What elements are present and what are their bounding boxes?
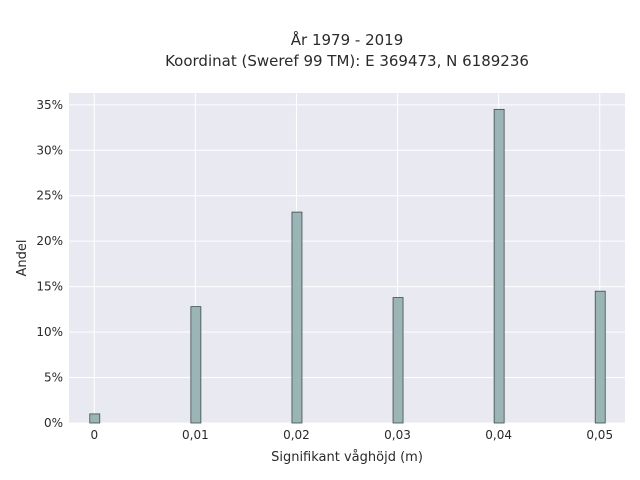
y-tick-label: 10% — [36, 325, 63, 339]
y-tick-labels: 0% 5% 10% 15% 20% 25% 30% 35% — [36, 98, 63, 430]
x-axis-title: Signifikant våghöjd (m) — [271, 450, 423, 465]
bar — [493, 108, 505, 424]
y-tick-label: 20% — [36, 234, 63, 248]
bar — [190, 306, 202, 424]
bar — [89, 413, 101, 424]
plot-area — [69, 93, 625, 423]
x-tick-label: 0,01 — [182, 428, 209, 442]
chart-title-line-2: Koordinat (Sweref 99 TM): E 369473, N 61… — [165, 52, 529, 70]
x-tick-label: 0,05 — [586, 428, 613, 442]
x-tick-label: 0,02 — [283, 428, 310, 442]
chart-title-line-1: År 1979 - 2019 — [291, 30, 404, 49]
x-tick-labels: 0 0,01 0,02 0,03 0,04 0,05 — [90, 428, 613, 442]
y-axis-title: Andel — [15, 240, 30, 277]
x-tick-label: 0 — [90, 428, 98, 442]
x-tick-label: 0,04 — [485, 428, 512, 442]
y-tick-label: 25% — [36, 189, 63, 203]
y-tick-label: 0% — [44, 416, 63, 430]
x-tick-label: 0,03 — [384, 428, 411, 442]
y-tick-label: 5% — [44, 371, 63, 385]
bars — [89, 108, 606, 424]
bar — [392, 297, 404, 424]
bar — [291, 211, 303, 424]
bar — [594, 290, 606, 424]
y-tick-label: 30% — [36, 143, 63, 157]
y-tick-label: 35% — [36, 98, 63, 112]
y-tick-label: 15% — [36, 280, 63, 294]
